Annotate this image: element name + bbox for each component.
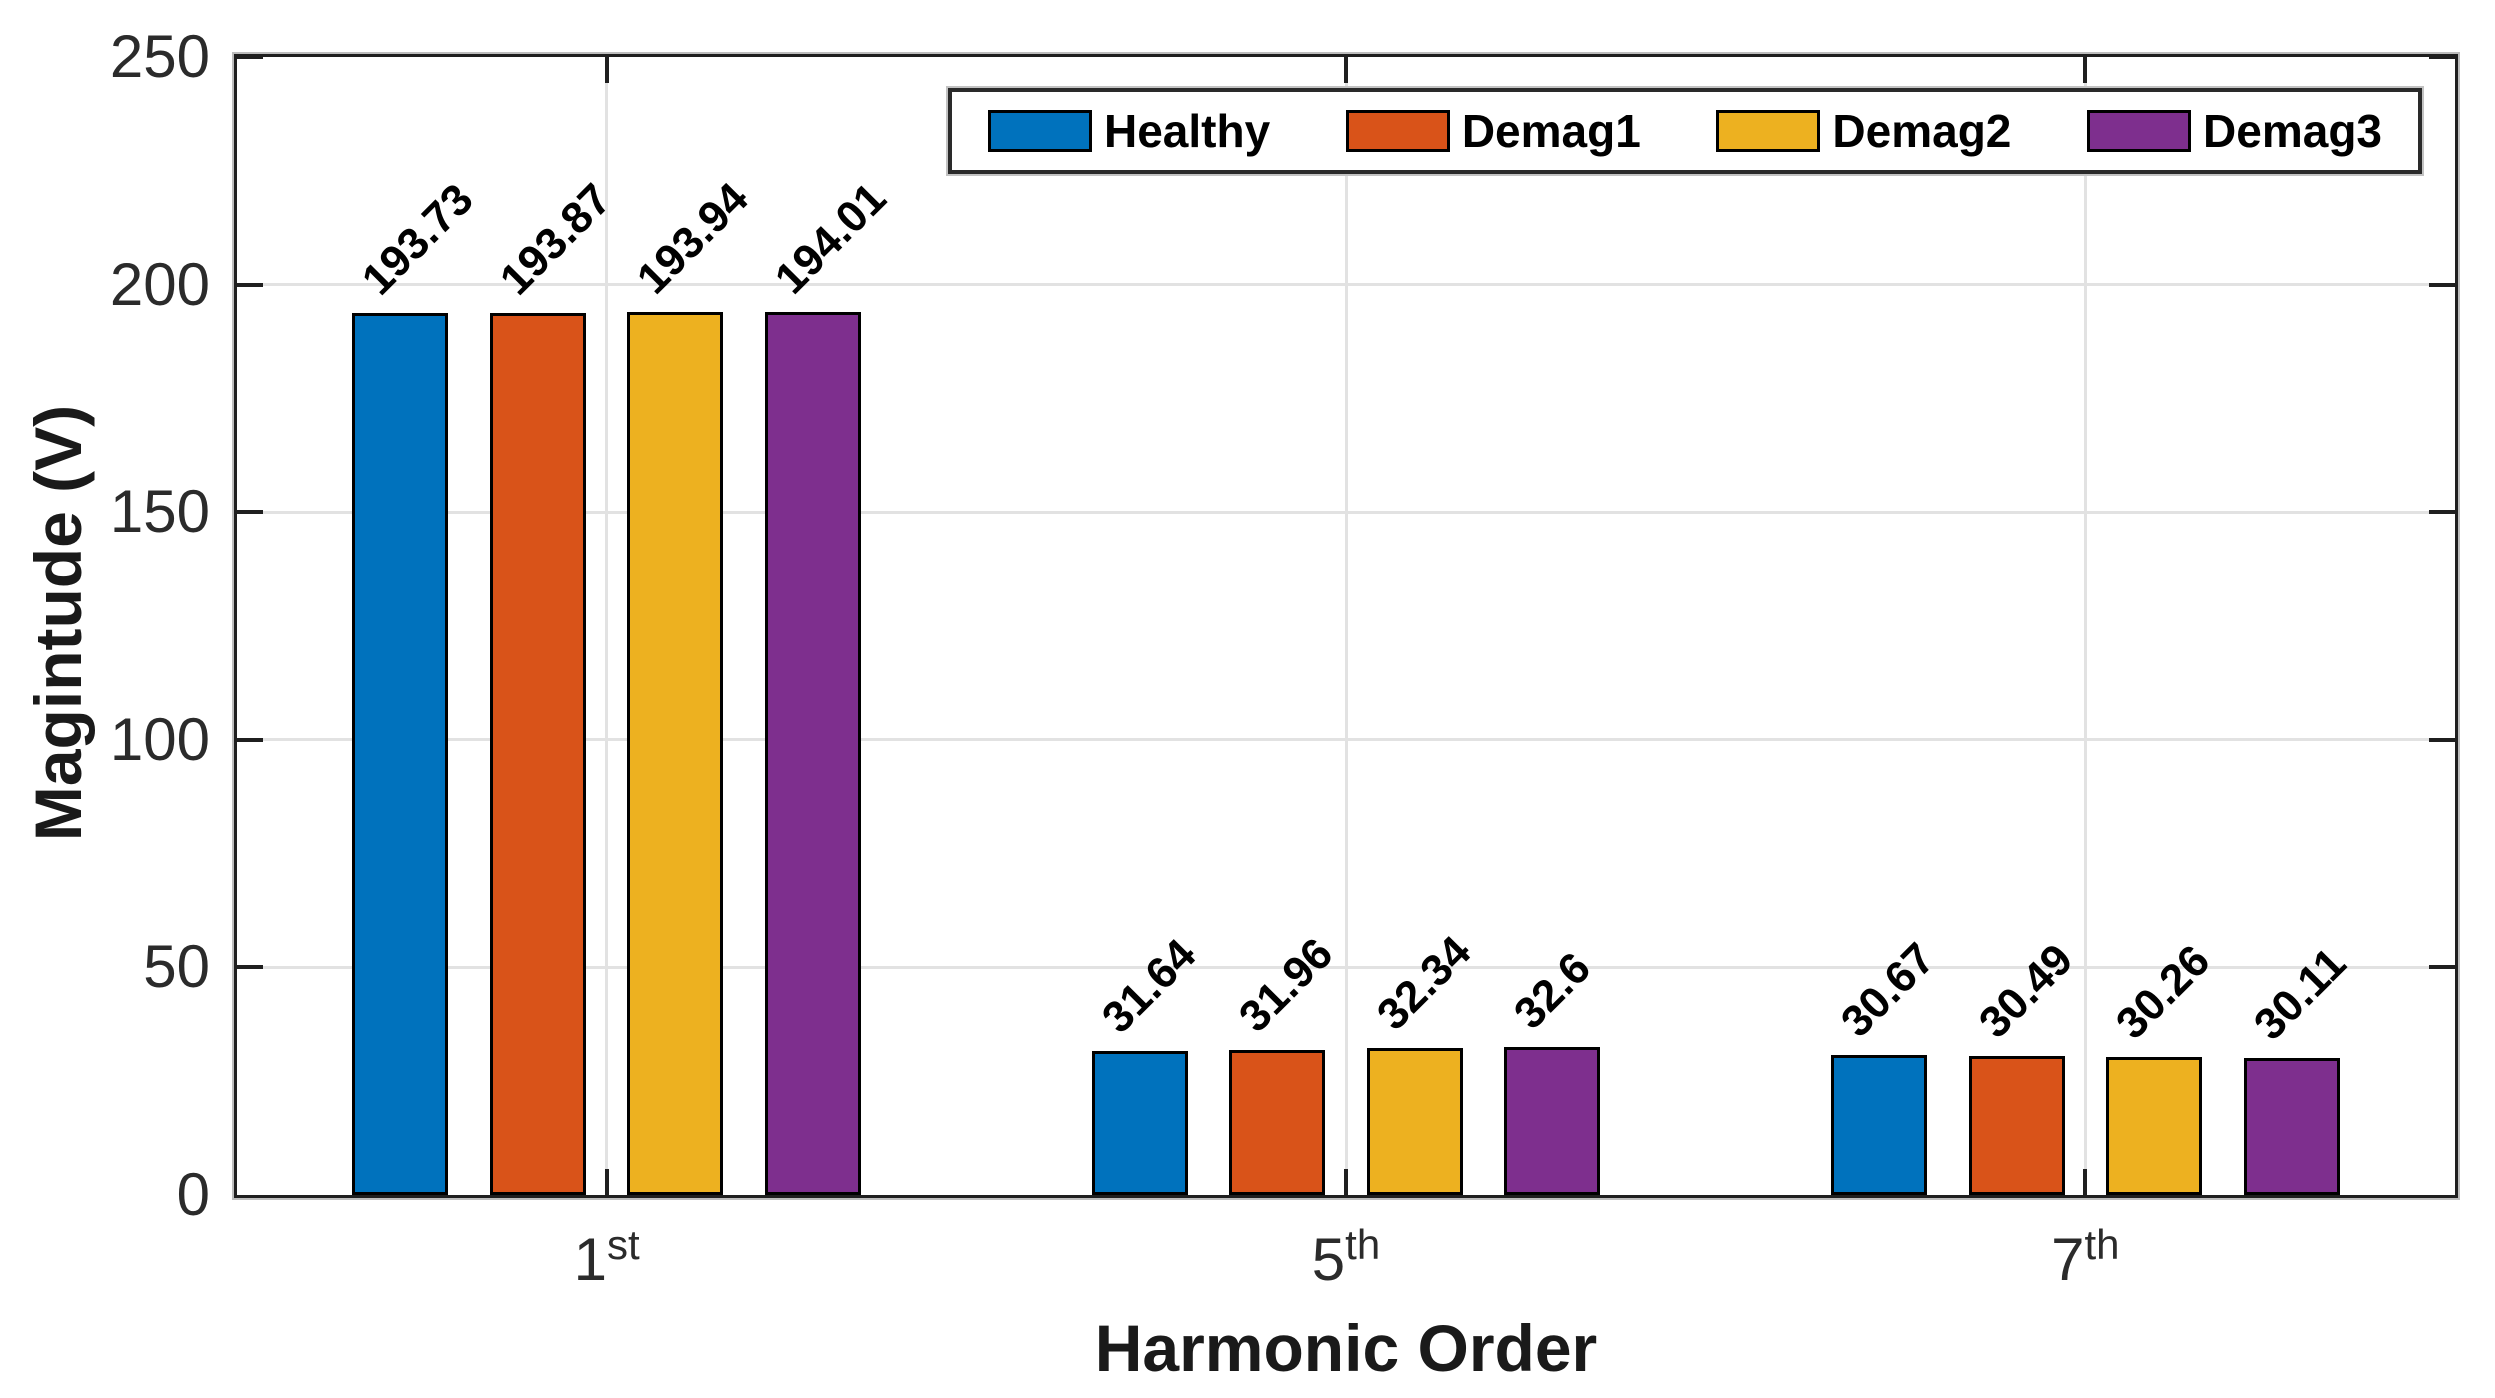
legend-entry: Healthy (988, 104, 1270, 158)
y-tick-label: 150 (109, 478, 210, 546)
bar-healthy-7th (1831, 1055, 1928, 1195)
bar-healthy-1st (352, 313, 449, 1195)
y-axis-tick-left (237, 737, 263, 742)
x-axis-tick-top (1344, 57, 1348, 83)
bar-demag3-7th (2243, 1057, 2340, 1195)
legend-label: Healthy (1104, 105, 1271, 157)
legend-swatch-demag2 (1716, 110, 1821, 152)
y-axis-tick-right (2429, 282, 2455, 287)
x-tick-base: 5 (1311, 1226, 1346, 1293)
y-tick-label: 200 (109, 250, 210, 318)
bar-demag1-1st (489, 312, 586, 1195)
y-axis-tick-left (237, 510, 263, 515)
x-tick-label: 1st (573, 1224, 640, 1293)
bar-value-label: 30.67 (1831, 934, 1945, 1047)
bar-value-label: 30.26 (2106, 936, 2220, 1049)
bar-value-label: 31.64 (1092, 929, 1206, 1043)
y-axis-tick-left (237, 282, 263, 287)
x-axis-tick-bottom (1344, 1169, 1348, 1195)
bar-value-label: 30.11 (2244, 938, 2356, 1050)
x-tick-suffix: th (2084, 1221, 2120, 1268)
bar-value-label: 31.96 (1230, 928, 1343, 1041)
legend-label: Demag3 (2203, 105, 2382, 157)
x-tick-suffix: st (607, 1221, 640, 1268)
gridline-vertical (605, 57, 609, 1195)
bar-demag3-1st (764, 311, 861, 1195)
legend: Healthy Demag1 Demag2 Demag3 (948, 88, 2422, 174)
y-tick-label: 0 (176, 1161, 210, 1228)
bar-demag2-1st (627, 312, 724, 1195)
legend-entry: Demag2 (1716, 104, 2011, 158)
y-axis-tick-left (237, 55, 263, 59)
x-axis-tick-bottom (604, 1169, 609, 1195)
bar-demag3-5th (1504, 1046, 1601, 1195)
plot-area: 193.73 193.87 193.94 194.01 31.64 31.96 32.34 3… (234, 54, 2458, 1198)
gridline-vertical (1344, 57, 1348, 1195)
legend-entry: Demag3 (2087, 104, 2382, 158)
y-axis-tick-right (2429, 965, 2455, 970)
legend-label: Demag2 (1832, 105, 2012, 157)
y-axis-tick-right (2429, 737, 2455, 742)
y-axis-tick-left (237, 965, 263, 970)
bar-value-label: 30.49 (1969, 935, 2082, 1048)
x-axis-label: Harmonic Order (1094, 1311, 1598, 1385)
legend-swatch-demag3 (2087, 110, 2192, 152)
y-axis-tick-right (2429, 55, 2455, 59)
x-axis-tick-top (604, 57, 609, 83)
x-tick-base: 7 (2051, 1226, 2085, 1293)
y-axis-tick-right (2429, 510, 2455, 515)
x-axis-tick-bottom (2083, 1169, 2088, 1195)
bar-demag1-5th (1229, 1049, 1326, 1195)
bar-demag1-7th (1968, 1056, 2065, 1195)
legend-swatch-healthy (988, 110, 1092, 152)
x-tick-label: 7th (2051, 1224, 2119, 1293)
bar-healthy-5th (1091, 1050, 1188, 1195)
legend-entry: Demag1 (1345, 104, 1641, 158)
gridline-vertical (2083, 57, 2087, 1195)
x-tick-base: 1 (573, 1226, 608, 1293)
bar-demag2-5th (1366, 1047, 1463, 1195)
y-tick-label: 250 (109, 23, 210, 90)
x-tick-suffix: th (1345, 1221, 1381, 1268)
bar-value-label: 32.6 (1505, 942, 1601, 1039)
x-tick-label: 5th (1311, 1224, 1380, 1293)
bar-value-label: 32.34 (1367, 926, 1481, 1040)
y-tick-label: 100 (109, 705, 210, 773)
x-axis-tick-top (2083, 57, 2088, 83)
x-tick-labels: 1st 5th 7th (237, 1224, 2455, 1338)
y-tick-label: 50 (143, 933, 210, 1001)
bar-demag2-7th (2106, 1057, 2203, 1195)
legend-label: Demag1 (1461, 105, 1641, 157)
legend-swatch-demag1 (1345, 110, 1450, 152)
y-tick-labels: 0 50 100 150 200 250 (0, 27, 210, 1225)
